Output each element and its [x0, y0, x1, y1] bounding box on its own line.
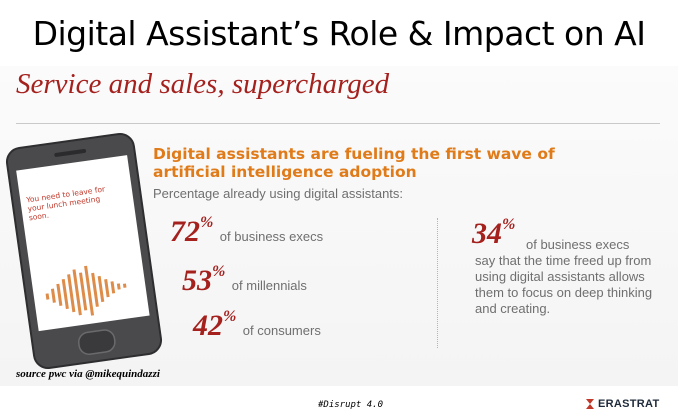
callout-stat: 34% — [472, 216, 515, 251]
stat-value: 42 — [193, 309, 223, 342]
infographic-intro: Percentage already using digital assista… — [153, 186, 404, 201]
callout-text: say that the time freed up from using di… — [475, 253, 653, 316]
callout-unit: % — [502, 216, 516, 233]
stat-value: 72 — [170, 215, 200, 248]
smartphone-icon — [5, 132, 163, 370]
stat-unit: % — [200, 214, 214, 231]
stat-unit: % — [223, 308, 237, 325]
subtitle-divider — [16, 123, 660, 124]
column-divider — [437, 218, 438, 348]
stat-value: 53 — [182, 264, 212, 297]
callout-description: of business execs say that the time free… — [475, 237, 665, 317]
stat-millennials: 53% of millennials — [182, 263, 307, 298]
erastrat-logo-icon — [586, 399, 594, 409]
source-credit: source pwc via @mikequindazzi — [16, 368, 160, 380]
hashtag-label: #Disrupt 4.0 — [318, 400, 384, 410]
stat-label: of millennials — [231, 278, 307, 293]
stat-business-execs: 72% of business execs — [170, 214, 323, 249]
stat-label: of business execs — [219, 229, 324, 244]
banner-subtitle: Service and sales, supercharged — [16, 68, 390, 100]
callout-label: of business execs — [526, 237, 630, 252]
erastrat-logo: ERASTRAT — [584, 398, 659, 410]
logo-text: ERASTRAT — [598, 398, 660, 410]
callout-value: 34 — [472, 217, 502, 250]
stat-label: of consumers — [242, 323, 321, 338]
phone-illustration: You need to leave for your lunch meeting… — [3, 130, 165, 372]
slide-title: Digital Assistant’s Role & Impact on AI — [32, 14, 646, 53]
stat-unit: % — [212, 263, 226, 280]
stat-consumers: 42% of consumers — [193, 308, 321, 343]
infographic-headline: Digital assistants are fueling the first… — [153, 145, 555, 181]
